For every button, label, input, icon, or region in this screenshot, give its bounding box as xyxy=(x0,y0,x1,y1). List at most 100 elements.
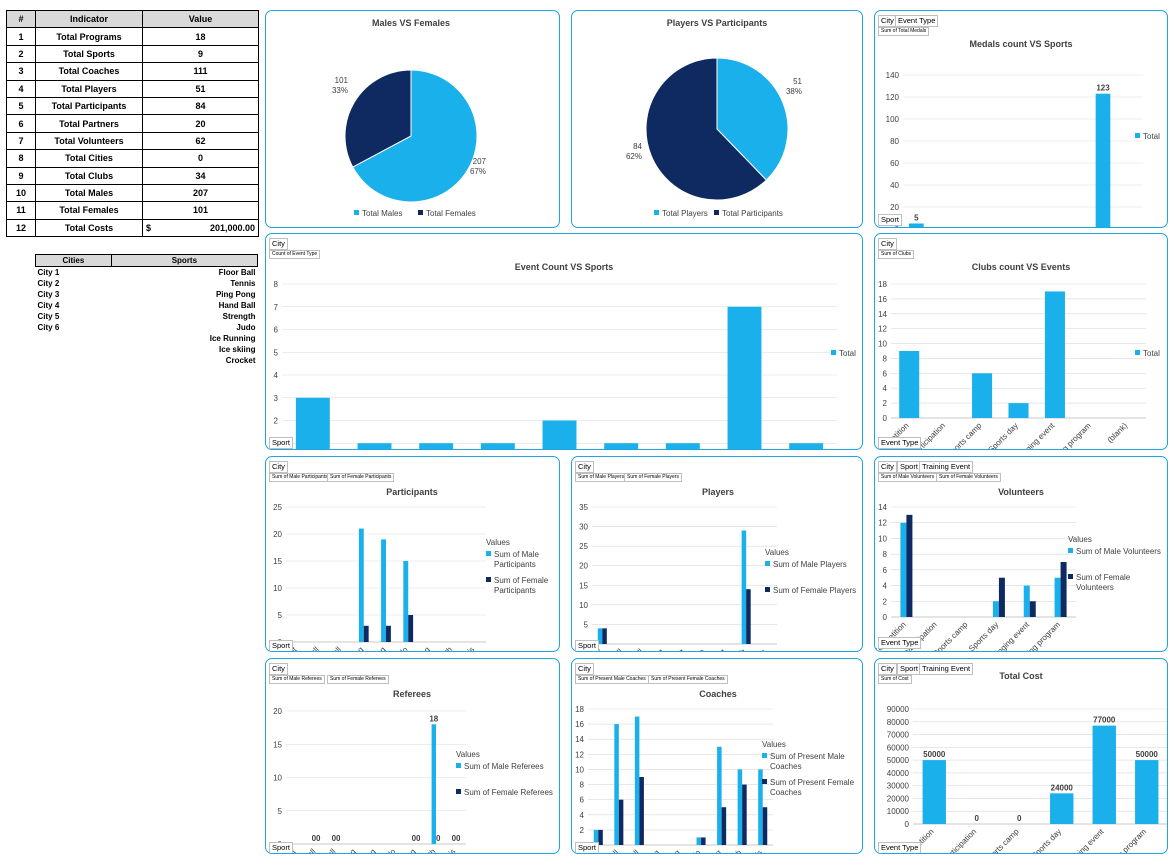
y-tick-label: 140 xyxy=(886,71,900,80)
sport-cell: Crocket xyxy=(225,356,256,365)
legend-label: Total xyxy=(839,349,856,358)
bar xyxy=(717,746,722,845)
pivot-field-button[interactable]: Event Type xyxy=(895,15,939,27)
kpi-number: 1 xyxy=(6,27,36,46)
legend-label-line: Sum of Male Players xyxy=(773,560,847,569)
legend-label-line: Volunteers xyxy=(1076,583,1114,592)
pivot-field-button[interactable]: Sum of Clubs xyxy=(878,250,915,259)
kpi-indicator: Total Females xyxy=(35,201,143,220)
bar xyxy=(1060,562,1067,617)
pivot-field-button[interactable]: Sum of Female Participants xyxy=(327,473,395,482)
pivot-field-button[interactable]: Sum of Male Players xyxy=(575,473,628,482)
volunteers-chart-svg: Volunteers02468101214CompetitionForeign … xyxy=(875,487,1161,651)
legend-swatch xyxy=(831,350,836,355)
legend-label: Sum of Female Volunteers xyxy=(1076,573,1131,592)
legend-label: Sum of Female Participants xyxy=(494,576,549,595)
kpi-header-value: Value xyxy=(142,9,259,29)
pivot-field-button[interactable]: Sum of Present Male Coaches xyxy=(575,675,649,684)
x-tick-label: Tennis xyxy=(454,645,477,651)
pivot-field-button[interactable]: Sport xyxy=(897,461,921,473)
y-tick-label: 15 xyxy=(273,557,282,566)
bar xyxy=(1095,93,1111,227)
pivot-field-button[interactable]: Sum of Present Female Coaches xyxy=(648,675,728,684)
pivot-field-button[interactable]: City xyxy=(269,238,288,250)
participants-chart-svg: Participants0510152025CrocketFloor BallH… xyxy=(273,487,549,651)
y-tick-label: 12 xyxy=(878,519,887,528)
pivot-field-button[interactable]: Count of Event Type xyxy=(269,250,321,259)
pivot-field-button[interactable]: Sum of Female Volunteers xyxy=(936,473,1001,482)
y-tick-label: 25 xyxy=(273,503,282,512)
kpi-row: 3 Total Coaches 111 xyxy=(6,62,259,81)
pivot-field-button[interactable]: City xyxy=(575,663,594,675)
legend-swatch xyxy=(765,561,770,566)
legend-swatch xyxy=(456,789,461,794)
pivot-field-button[interactable]: City xyxy=(878,663,897,675)
pivot-field-button[interactable]: Training Event xyxy=(919,663,974,675)
x-tick-label: Sports day xyxy=(967,620,1000,651)
kpi-row: 8 Total Cities 0 xyxy=(6,149,259,168)
pivot-field-button[interactable]: Sum of Cost xyxy=(878,675,912,684)
legend-label-line: Sum of Female xyxy=(1076,573,1131,582)
bar xyxy=(618,799,624,845)
pivot-field-button[interactable]: Sport xyxy=(897,663,921,675)
pivot-field-button[interactable]: Sport xyxy=(269,437,293,449)
chart-title: Total Cost xyxy=(999,671,1042,681)
pivot-field-button[interactable]: City xyxy=(269,461,288,473)
chart-title: Participants xyxy=(386,487,438,497)
pivot-field-button[interactable]: City xyxy=(878,15,897,27)
data-label-pct: 62% xyxy=(626,152,642,161)
legend-label: Sum of Present Female Coaches xyxy=(770,778,855,797)
y-tick-label: 20 xyxy=(273,707,282,716)
y-tick-label: 5 xyxy=(278,807,283,816)
bar xyxy=(1135,760,1159,824)
pivot-field-button[interactable]: Sum of Female Referees xyxy=(327,675,389,684)
pivot-field-button[interactable]: Sport xyxy=(575,640,599,651)
x-tick-label: Judo xyxy=(391,645,410,651)
data-label: 0 xyxy=(436,834,441,843)
y-tick-label: 20000 xyxy=(887,794,910,803)
y-tick-label: 7 xyxy=(274,303,279,312)
legend-label: Sum of Male Players xyxy=(773,560,847,569)
y-tick-label: 40 xyxy=(890,181,899,190)
y-tick-label: 14 xyxy=(878,310,887,319)
pivot-field-button[interactable]: Sport xyxy=(269,842,293,853)
pivot-field-button[interactable]: Event Type xyxy=(878,842,922,853)
legend-title: Values xyxy=(456,750,480,759)
pivot-field-button[interactable]: Sport xyxy=(269,640,293,651)
pivot-field-button[interactable]: Event Type xyxy=(878,437,922,449)
kpi-value: 0 xyxy=(142,149,259,168)
kpi-indicator: Total Volunteers xyxy=(35,131,143,151)
legend-swatch xyxy=(486,577,491,582)
clubs-panel: Clubs count VS Events 0 2 4 6 8 10 12 14 16 18 Comp… xyxy=(874,233,1168,450)
pivot-field-button[interactable]: Sum of Female Players xyxy=(624,473,682,482)
pivot-field-button[interactable]: Sport xyxy=(878,214,902,226)
pivot-field-button[interactable]: Event Type xyxy=(878,637,922,649)
legend-swatch xyxy=(1135,133,1140,138)
y-tick-label: 0 xyxy=(883,613,888,622)
pivot-field-button[interactable]: Sport xyxy=(575,842,599,853)
legend-label-line: Participants xyxy=(494,560,536,569)
x-tick-label: Sports camp xyxy=(983,827,1022,853)
kpi-number: 6 xyxy=(6,114,36,133)
y-tick-label: 6 xyxy=(883,369,888,378)
kpi-number: 9 xyxy=(6,166,36,185)
y-tick-label: 100 xyxy=(886,115,900,124)
pivot-field-button[interactable]: Sum of Male Participants xyxy=(269,473,331,482)
y-tick-label: 10 xyxy=(579,601,588,610)
pivot-field-button[interactable]: Sum of Male Volunteers xyxy=(878,473,938,482)
pivot-field-button[interactable]: Sum of Total Medals xyxy=(878,27,930,36)
data-label: 50000 xyxy=(1136,750,1159,759)
kpi-indicator: Total Males xyxy=(35,183,143,203)
legend-label-line: Sum of Female Referees xyxy=(464,788,553,797)
bar xyxy=(597,628,603,644)
pivot-field-button[interactable]: City xyxy=(269,663,288,675)
pivot-field-button[interactable]: City xyxy=(575,461,594,473)
kpi-number: 5 xyxy=(6,96,36,116)
chart-title: Volunteers xyxy=(998,487,1044,497)
pivot-field-button[interactable]: City xyxy=(878,461,897,473)
bar xyxy=(972,373,993,418)
pivot-field-button[interactable]: Sum of Male Referees xyxy=(269,675,325,684)
pivot-field-button[interactable]: Training Event xyxy=(919,461,974,473)
pivot-field-button[interactable]: City xyxy=(878,238,897,250)
